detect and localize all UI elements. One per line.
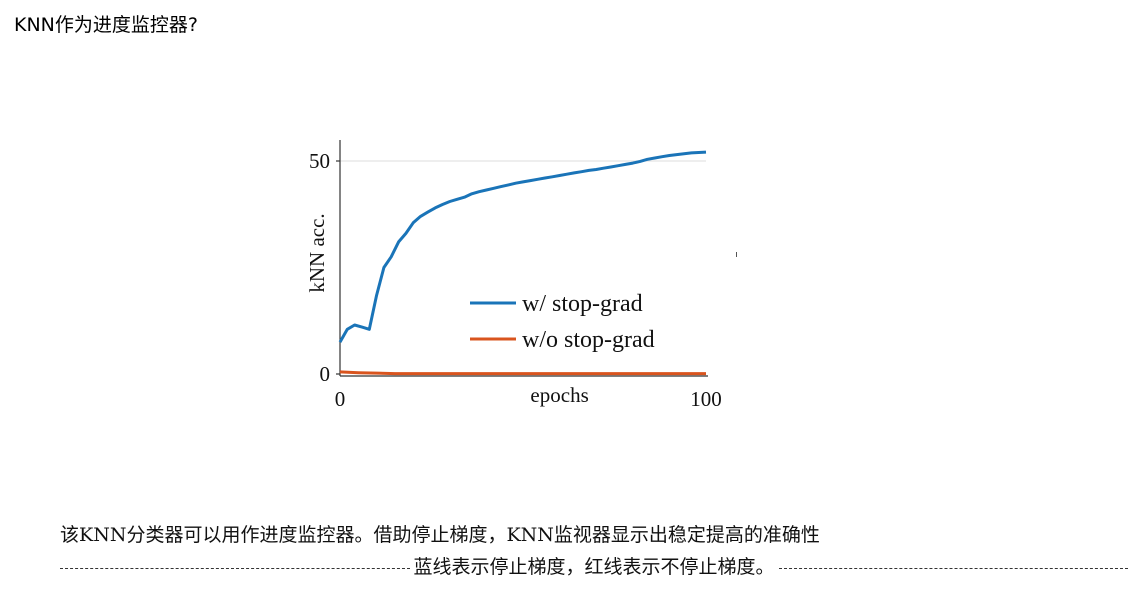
stray-mark bbox=[736, 252, 737, 257]
dashed-divider-left bbox=[60, 568, 410, 569]
series-line-with-stop-grad bbox=[338, 150, 707, 343]
caption-note: 蓝线表示停止梯度，红线表示不停止梯度。 bbox=[413, 556, 775, 578]
y-axis-label: kNN acc. bbox=[305, 213, 329, 292]
page-title: KNN作为进度监控器? bbox=[14, 14, 198, 36]
y-tick-label-0: 0 bbox=[320, 362, 331, 386]
series-layer bbox=[338, 150, 707, 376]
legend-label-without-stop-grad: w/o stop-grad bbox=[522, 327, 655, 353]
knn-accuracy-chart: 50 0 0 100 epochs kNN acc. w/ stop-grad … bbox=[280, 128, 750, 428]
series-line-without-stop-grad bbox=[339, 370, 706, 376]
chart-svg: 50 0 0 100 epochs kNN acc. w/ stop-grad … bbox=[305, 140, 722, 411]
legend-label-with-stop-grad: w/ stop-grad bbox=[522, 291, 643, 317]
x-tick-label-100: 100 bbox=[690, 387, 722, 411]
y-tick-label-50: 50 bbox=[309, 149, 330, 173]
x-axis-label: epochs bbox=[530, 383, 588, 407]
x-tick-label-0: 0 bbox=[335, 387, 346, 411]
dashed-divider-right bbox=[778, 568, 1129, 569]
caption-note-row: 蓝线表示停止梯度，红线表示不停止梯度。 bbox=[60, 552, 1129, 579]
caption: 该KNN分类器可以用作进度监控器。借助停止梯度，KNN监视器显示出稳定提高的准确… bbox=[60, 524, 820, 546]
